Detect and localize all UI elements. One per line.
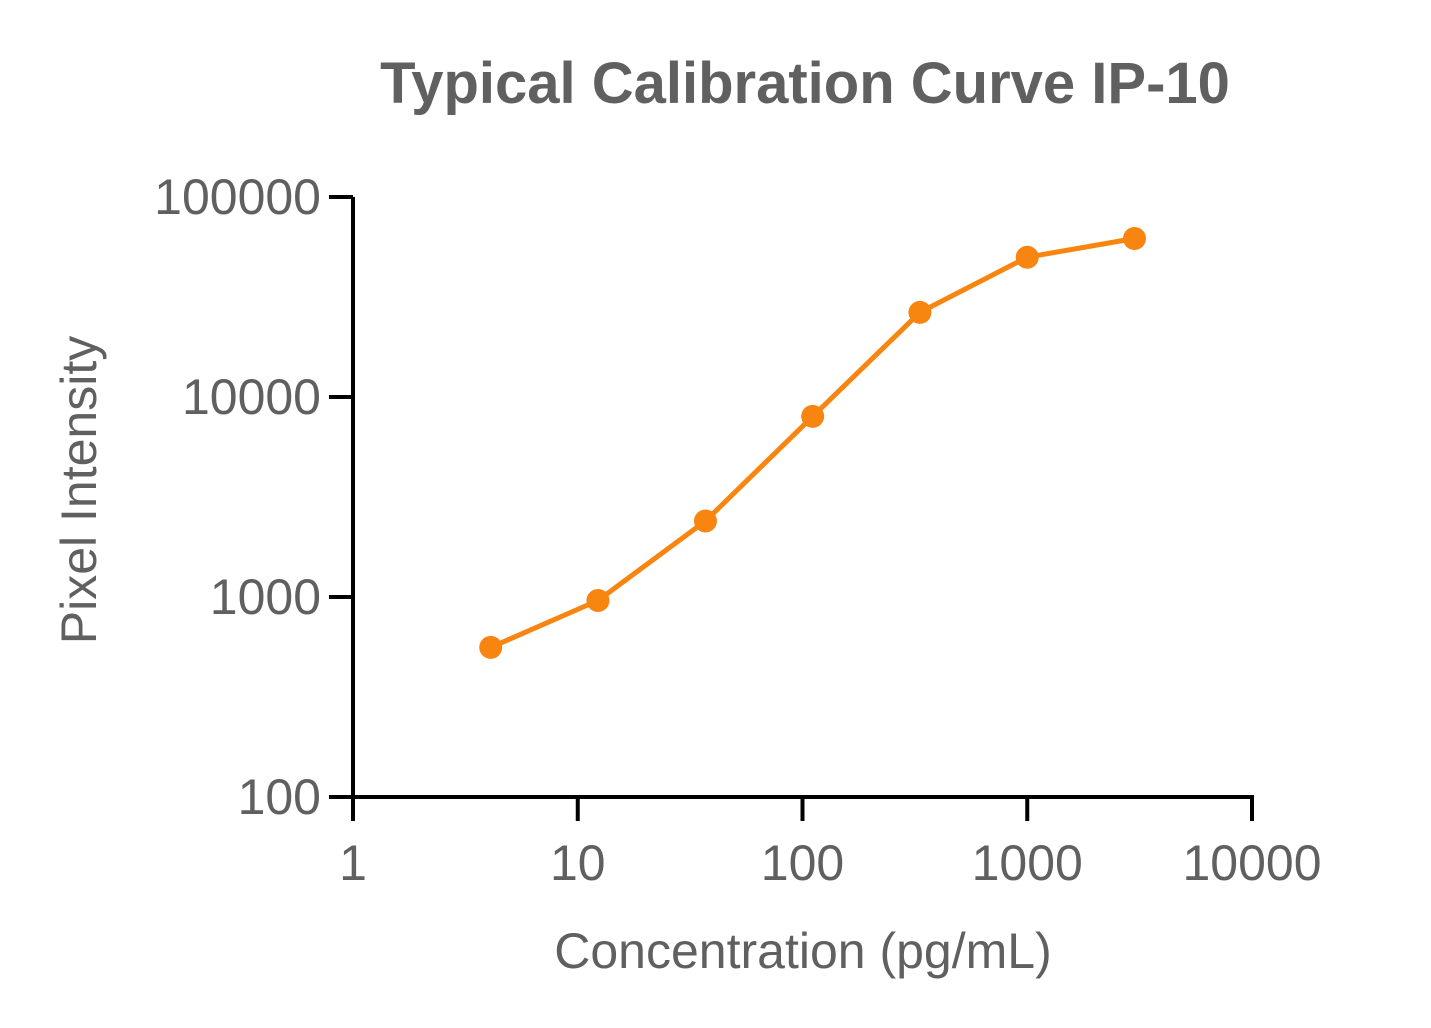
- chart-title: Typical Calibration Curve IP-10: [380, 51, 1230, 116]
- series-line: [489, 236, 1135, 650]
- data-point: [908, 300, 932, 324]
- y-tick-label: 10000: [182, 369, 321, 425]
- data-point: [1015, 245, 1039, 269]
- data-point: [693, 509, 717, 533]
- y-tick-label: 1000: [210, 569, 321, 625]
- series-layer: [479, 227, 1146, 659]
- data-point: [801, 404, 825, 428]
- data-point: [479, 635, 503, 659]
- y-tick-label: 100: [238, 769, 321, 825]
- x-tick-label: 10: [550, 835, 606, 891]
- x-tick-label: 100: [761, 835, 844, 891]
- y-tick-label: 100000: [154, 169, 321, 225]
- y-axis-label: Pixel Intensity: [51, 336, 107, 644]
- axes: 100 1000 10000 100000 1 10 100 1000 10000: [154, 169, 1321, 891]
- x-axis-label: Concentration (pg/mL): [554, 923, 1051, 979]
- x-tick-label: 1000: [972, 835, 1083, 891]
- x-tick-label: 1: [339, 835, 367, 891]
- data-point: [1122, 227, 1146, 251]
- data-point: [586, 589, 610, 613]
- x-tick-label: 10000: [1182, 835, 1321, 891]
